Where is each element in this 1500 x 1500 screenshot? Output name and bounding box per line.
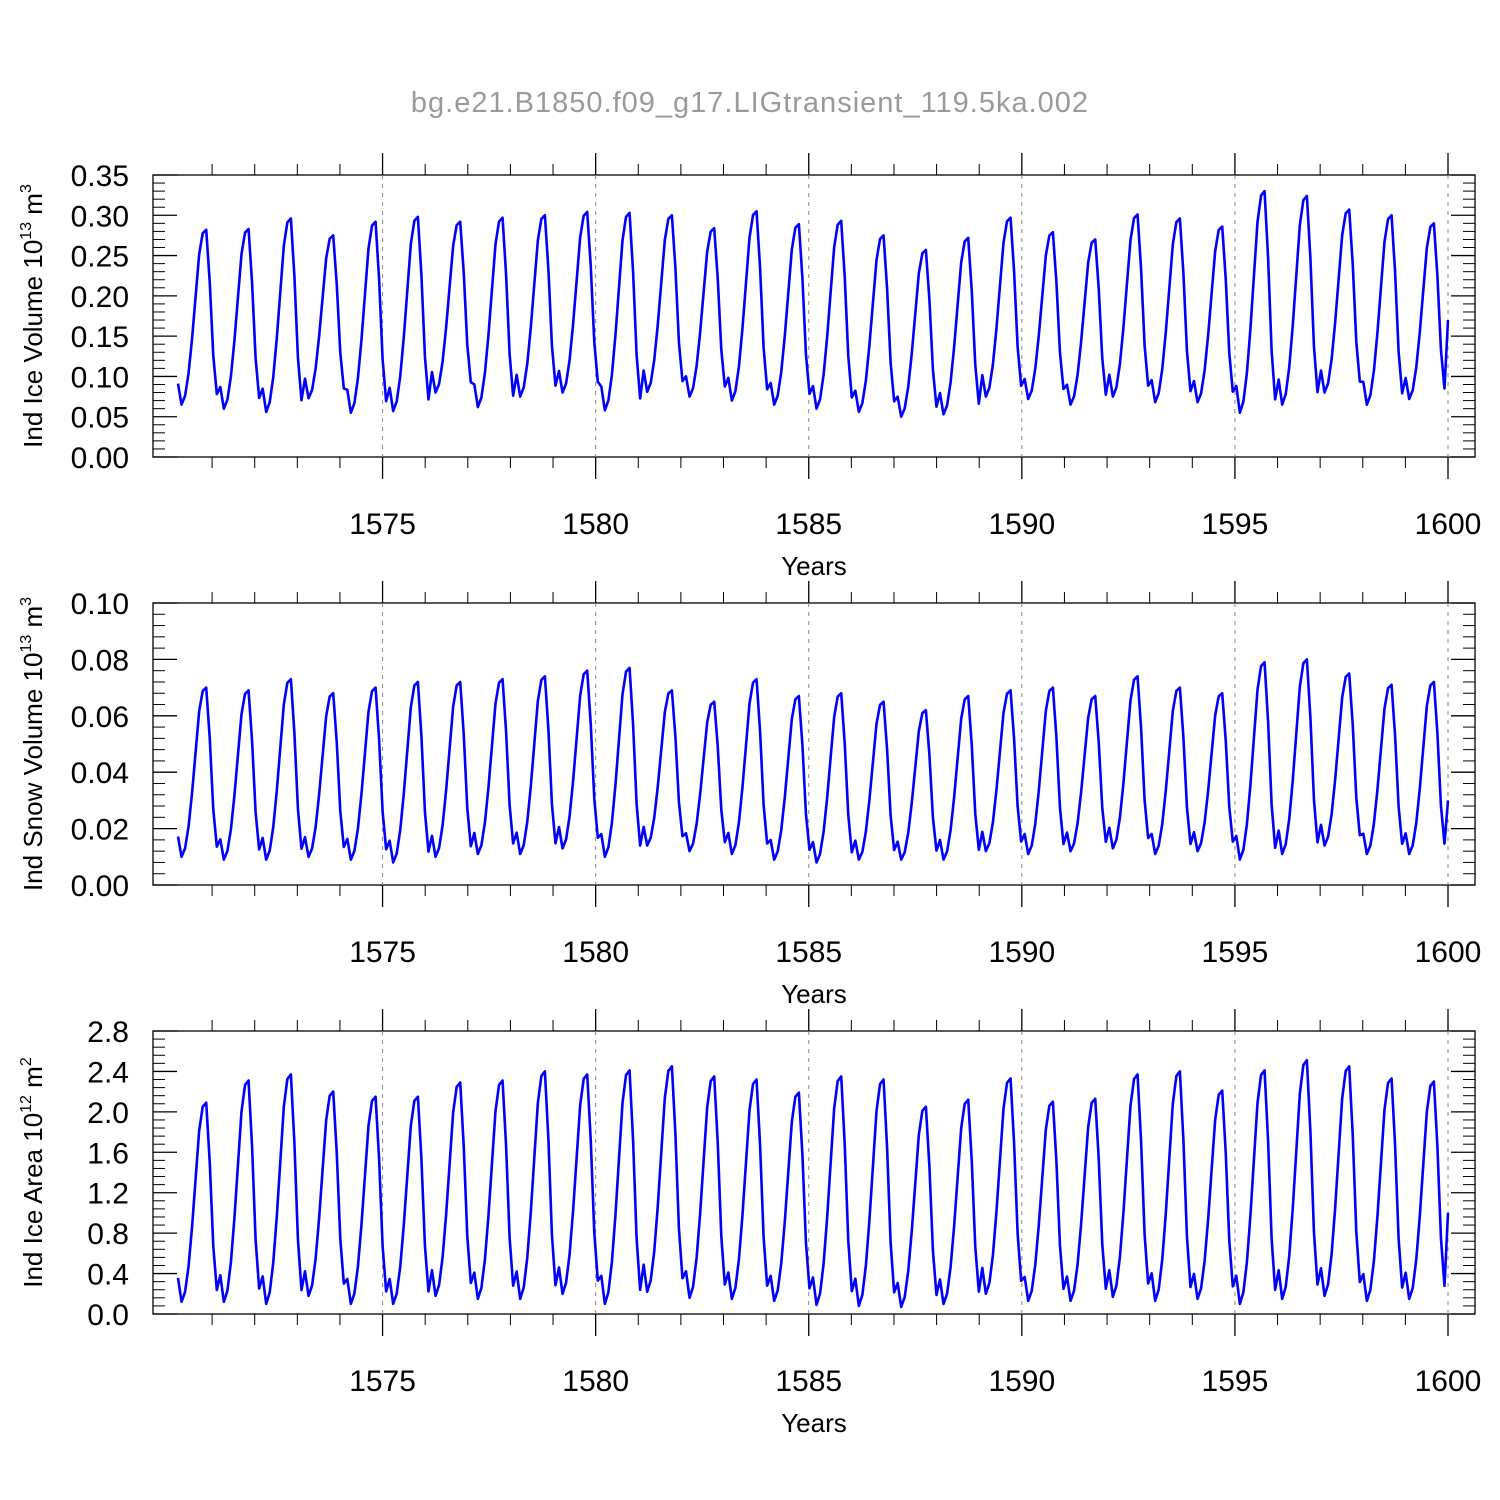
plot-frame <box>152 1030 1476 1315</box>
x-axis-label: Years <box>781 551 847 581</box>
series-line <box>176 658 1450 864</box>
x-tick-label: 1580 <box>562 936 629 969</box>
chart-panel-1: 1575 1580 1585 1590 1595 1600 0.00 0.05 0.10 0.15… <box>18 153 1481 581</box>
chart-panel-2: 1575 1580 1585 1590 1595 1600 0.00 0.02 0.04 0.06… <box>18 581 1481 1009</box>
x-tick-label: 1595 <box>1202 508 1269 541</box>
y-tick-label: 0.00 <box>71 442 129 475</box>
y-axis-label: Ind Ice Volume 1013 m3 <box>18 184 48 448</box>
x-tick-label: 1585 <box>775 936 842 969</box>
y-axis-label-text: Ind Snow Volume 10 <box>18 653 48 892</box>
series-line <box>176 1059 1450 1309</box>
y-tick-label: 0.4 <box>87 1259 129 1292</box>
y-tick-label: 0.02 <box>71 814 129 847</box>
x-tick-label: 1590 <box>988 1365 1055 1398</box>
x-tick-label: 1580 <box>562 508 629 541</box>
y-axis-label: Ind Ice Area 1012 m2 <box>18 1057 48 1288</box>
y-tick-label: 1.6 <box>87 1137 129 1170</box>
y-axis-label-unit: m <box>18 1066 48 1095</box>
y-axis-label-exponent: 13 <box>18 222 35 240</box>
y-tick-label: 0.05 <box>71 402 129 435</box>
x-tick-label: 1580 <box>562 1365 629 1398</box>
y-tick-label: 0.08 <box>71 644 129 677</box>
y-tick-label: 0.10 <box>71 361 129 394</box>
x-axis-label: Years <box>781 979 847 1009</box>
y-tick-label: 2.4 <box>87 1056 129 1089</box>
y-axis-label-unit-exponent: 3 <box>18 597 35 606</box>
y-axis-label-unit-exponent: 2 <box>18 1057 35 1066</box>
y-axis-label-exponent: 12 <box>18 1095 35 1113</box>
y-axis-label-text: Ind Ice Area 10 <box>18 1113 48 1288</box>
y-tick-label: 0.35 <box>71 160 129 193</box>
y-tick-label: 0.0 <box>87 1299 129 1332</box>
y-axis-label-unit-exponent: 3 <box>18 184 35 193</box>
y-tick-label: 0.25 <box>71 241 129 274</box>
y-tick-label: 0.20 <box>71 281 129 314</box>
x-axis-label: Years <box>781 1408 847 1438</box>
chart-title: bg.e21.B1850.f09_g17.LIGtransient_119.5k… <box>411 87 1089 119</box>
y-axis-label: Ind Snow Volume 1013 m3 <box>18 597 48 891</box>
x-tick-label: 1600 <box>1415 508 1482 541</box>
y-axis-label-unit: m <box>18 193 48 222</box>
x-tick-label: 1575 <box>349 936 416 969</box>
y-tick-label: 0.04 <box>71 757 129 790</box>
x-tick-label: 1600 <box>1415 1365 1482 1398</box>
series-line <box>176 189 1450 419</box>
x-tick-label: 1575 <box>349 508 416 541</box>
plot-frame <box>152 174 1476 458</box>
x-tick-label: 1575 <box>349 1365 416 1398</box>
x-tick-label: 1585 <box>775 1365 842 1398</box>
y-axis-label-unit: m <box>18 606 48 635</box>
x-tick-label: 1595 <box>1202 936 1269 969</box>
x-tick-label: 1595 <box>1202 1365 1269 1398</box>
x-tick-label: 1585 <box>775 508 842 541</box>
x-tick-label: 1590 <box>988 936 1055 969</box>
y-tick-label: 1.2 <box>87 1178 129 1211</box>
x-tick-label: 1590 <box>988 508 1055 541</box>
y-tick-label: 0.00 <box>71 870 129 903</box>
y-tick-label: 2.0 <box>87 1097 129 1130</box>
y-tick-label: 0.30 <box>71 200 129 233</box>
y-tick-label: 0.8 <box>87 1218 129 1251</box>
y-tick-label: 0.10 <box>71 588 129 621</box>
x-tick-label: 1600 <box>1415 936 1482 969</box>
plot-frame <box>152 602 1476 886</box>
y-tick-label: 0.06 <box>71 701 129 734</box>
y-axis-label-exponent: 13 <box>18 635 35 653</box>
y-axis-label-text: Ind Ice Volume 10 <box>18 240 48 448</box>
chart-panel-3: 1575 1580 1585 1590 1595 1600 0.0 0.4 0.8 1.2 1.6 2… <box>18 1009 1481 1438</box>
y-tick-label: 2.8 <box>87 1016 129 1049</box>
y-tick-label: 0.15 <box>71 321 129 354</box>
